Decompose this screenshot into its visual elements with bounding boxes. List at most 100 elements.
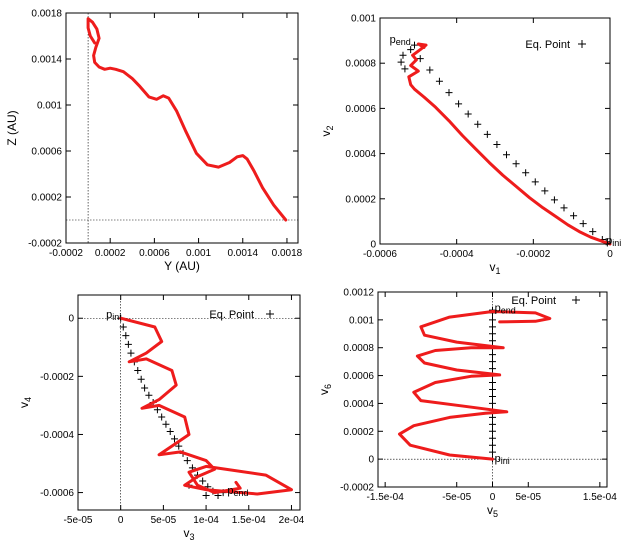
y-tick-label: 0 bbox=[370, 240, 376, 251]
eq-point-marker bbox=[531, 178, 539, 186]
annotation-subscript: ini bbox=[612, 238, 621, 248]
y-tick-label: -0.0002 bbox=[340, 483, 374, 494]
eq-point-marker bbox=[489, 323, 496, 331]
annotation-subscript: end bbox=[396, 37, 411, 47]
x-axis-label-subscript: 1 bbox=[495, 266, 500, 276]
y-tick-label: -0.0006 bbox=[40, 488, 74, 499]
x-tick-label: 1.5e-04 bbox=[232, 515, 266, 526]
eq-point-marker bbox=[550, 196, 558, 204]
y-tick-label: 0.0018 bbox=[31, 9, 62, 20]
eq-point-marker bbox=[416, 55, 424, 63]
eq-point-marker bbox=[153, 406, 161, 414]
y-axis-label: v6 bbox=[317, 384, 333, 395]
annotation-subscript: end bbox=[501, 306, 516, 316]
y-axis-label-subscript: 2 bbox=[325, 125, 335, 130]
eq-point-marker bbox=[489, 386, 496, 393]
eq-point-marker bbox=[445, 89, 453, 97]
eq-point-marker bbox=[489, 399, 496, 407]
eq-point-marker bbox=[401, 65, 409, 73]
eq-point-marker bbox=[489, 441, 496, 449]
y-axis-label-subscript: 4 bbox=[23, 397, 33, 402]
y-tick-label: 0.001 bbox=[349, 315, 374, 326]
legend-marker bbox=[572, 296, 580, 304]
trajectory-line bbox=[398, 310, 552, 461]
x-tick-label: 0 bbox=[607, 249, 613, 260]
eq-point-marker bbox=[124, 340, 132, 348]
eq-point-marker bbox=[489, 379, 496, 387]
eq-point-marker bbox=[489, 316, 496, 324]
x-tick-label: 5e-05 bbox=[515, 492, 541, 503]
eq-point-marker bbox=[489, 330, 496, 338]
eq-point-marker bbox=[122, 332, 130, 340]
x-axis-label-subscript: 3 bbox=[189, 532, 194, 542]
eq-point-marker bbox=[489, 358, 496, 366]
eq-point-marker bbox=[183, 457, 191, 465]
y-tick-label: 0.001 bbox=[37, 101, 62, 112]
eq-point-marker bbox=[455, 100, 463, 108]
eq-point-marker bbox=[493, 141, 501, 149]
eq-point-marker bbox=[137, 375, 145, 383]
eq-point-marker bbox=[489, 420, 496, 428]
plot-frame bbox=[379, 17, 611, 245]
point-annotation-ini: pini bbox=[606, 235, 621, 248]
x-tick-label: 0 bbox=[118, 515, 124, 526]
point-annotation-end: pend bbox=[227, 485, 248, 498]
x-tick-label: 1e-04 bbox=[193, 515, 219, 526]
trajectory-line bbox=[407, 42, 612, 246]
x-tick-label: -0.0002 bbox=[516, 249, 550, 260]
x-tick-label: 5e-05 bbox=[151, 515, 177, 526]
eq-point-marker bbox=[489, 351, 496, 359]
eq-point-marker bbox=[503, 151, 510, 159]
point-annotation-end: pend bbox=[495, 303, 516, 316]
annotation-subscript: end bbox=[234, 488, 249, 498]
x-tick-label: 1.5e-04 bbox=[583, 492, 617, 503]
eq-point-marker bbox=[522, 169, 530, 177]
eq-point-marker bbox=[541, 187, 549, 195]
plot-frame bbox=[77, 294, 301, 511]
y-tick-label: 0.0006 bbox=[343, 371, 374, 382]
legend-label: Eq. Point bbox=[511, 295, 556, 307]
trajectory-line bbox=[86, 17, 288, 222]
y-tick-label: 0 bbox=[368, 455, 374, 466]
x-axis-label: v1 bbox=[489, 260, 500, 276]
y-tick-label: 0.0014 bbox=[31, 55, 62, 66]
y-tick-label: 0 bbox=[68, 314, 74, 325]
y-tick-label: 0.0008 bbox=[343, 343, 374, 354]
point-annotation-ini: pini bbox=[495, 453, 510, 466]
eq-point-marker bbox=[435, 77, 443, 85]
y-axis-label: v2 bbox=[319, 125, 335, 136]
x-axis-label: Y (AU) bbox=[164, 259, 200, 273]
eq-point-marker bbox=[426, 66, 434, 74]
eq-point-marker bbox=[489, 427, 496, 435]
y-tick-label: 0.0002 bbox=[343, 427, 374, 438]
eq-point-marker bbox=[489, 413, 496, 421]
eq-point-marker bbox=[589, 228, 597, 236]
legend-label: Eq. Point bbox=[209, 309, 254, 321]
trajectory-line bbox=[119, 316, 293, 496]
eq-point-marker bbox=[199, 477, 207, 485]
x-axis-label: v3 bbox=[183, 526, 194, 542]
eq-point-marker bbox=[411, 41, 418, 49]
x-tick-label: -0.0002 bbox=[49, 248, 83, 259]
eq-point-marker bbox=[483, 130, 491, 138]
eq-point-marker bbox=[489, 392, 496, 400]
legend-label: Eq. Point bbox=[525, 39, 570, 51]
x-axis-label: v5 bbox=[487, 503, 498, 519]
panel-bottom-right: -1.5e-04 -5e-05 0 5e-05 1.5e-04 -0.0002 0 0.000… bbox=[317, 288, 617, 520]
eq-point-marker bbox=[158, 413, 166, 421]
point-annotation-end: pend bbox=[390, 34, 411, 47]
eq-point-marker bbox=[141, 384, 149, 392]
y-tick-label: 0.0004 bbox=[345, 149, 376, 160]
eq-point-marker bbox=[162, 420, 170, 428]
x-tick-label: 0.0002 bbox=[95, 248, 126, 259]
eq-point-marker bbox=[170, 435, 178, 443]
y-tick-label: 0.0012 bbox=[343, 288, 374, 299]
eq-point-marker bbox=[127, 349, 135, 357]
x-tick-label: 0.0014 bbox=[227, 248, 258, 259]
y-axis-label-subscript: 6 bbox=[323, 384, 333, 389]
eq-point-marker bbox=[512, 160, 520, 168]
y-tick-label: 0.0004 bbox=[343, 399, 374, 410]
eq-point-marker bbox=[399, 51, 407, 59]
x-tick-label: 0.0018 bbox=[272, 248, 303, 259]
y-tick-label: 0.0006 bbox=[31, 147, 62, 158]
